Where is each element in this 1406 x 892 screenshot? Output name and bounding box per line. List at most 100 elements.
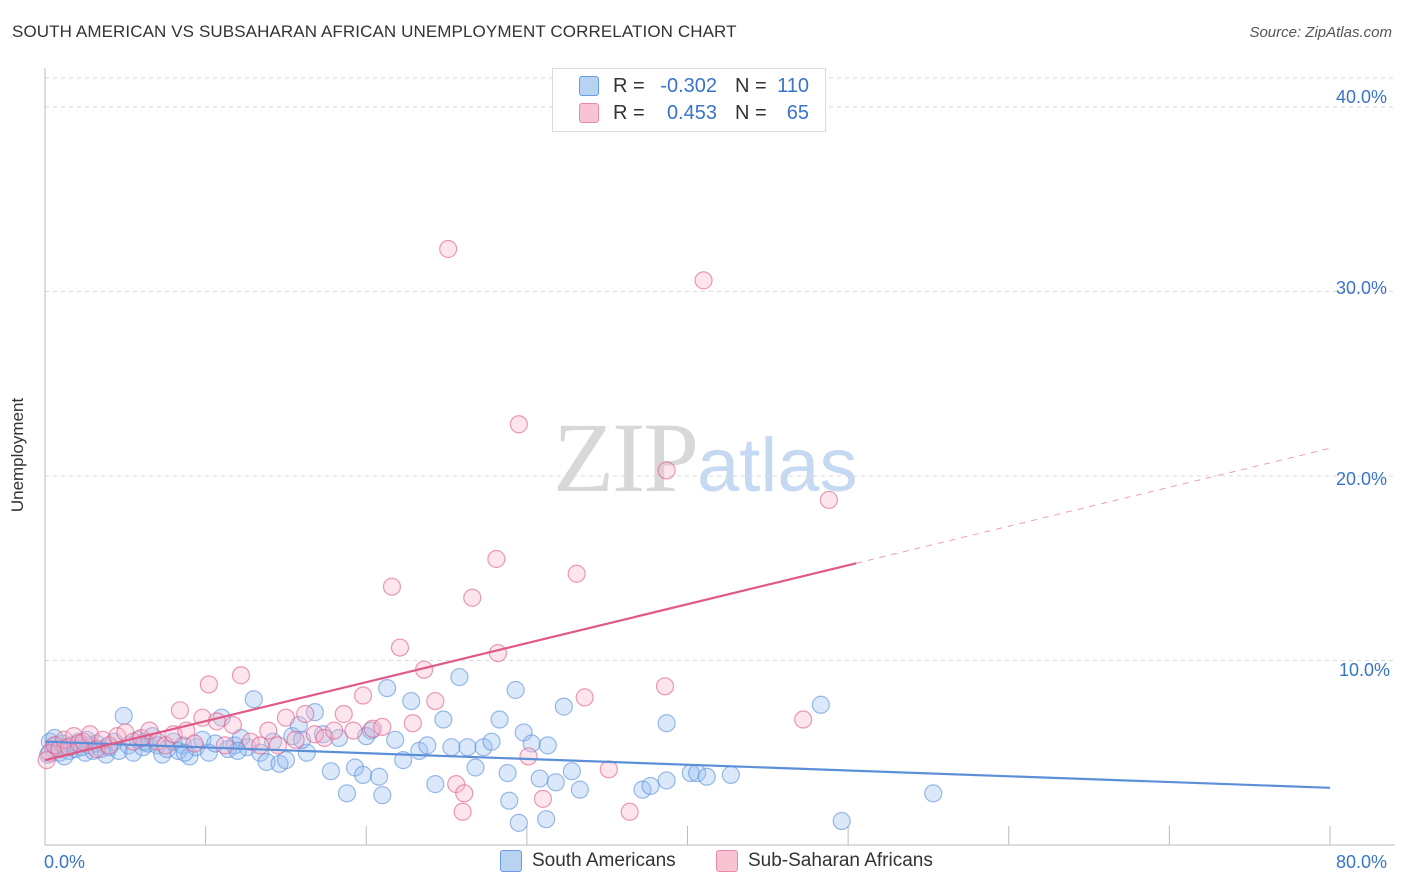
south-americans-point-98 — [832, 811, 851, 831]
legend-n-label: N = — [735, 74, 767, 97]
legend-r-value: -0.302 — [660, 74, 717, 97]
sub-saharan-africans-point-20 — [170, 701, 190, 720]
sub-saharan-africans-point-26 — [215, 736, 234, 755]
sub-saharan-africans-point-29 — [241, 732, 260, 751]
south-americans-point-20 — [114, 706, 133, 725]
south-americans-point-83 — [554, 697, 573, 716]
sub-saharan-africans-point-60 — [599, 760, 618, 779]
sub-saharan-africans-point-38 — [325, 721, 344, 740]
bottom-legend-sub-saharan-africans: Sub-Saharan Africans — [716, 850, 933, 872]
sub-saharan-africans-point-39 — [334, 704, 353, 724]
south-americans-point-48 — [276, 751, 296, 770]
south-americans-point-105 — [175, 743, 194, 762]
sub-saharan-africans-point-36 — [305, 725, 324, 744]
y-tick-label-20: 20.0% — [1336, 469, 1388, 489]
south-americans-point-54 — [321, 762, 341, 781]
sub-saharan-africans-point-59 — [575, 688, 594, 707]
sub-saharan-africans-point-41 — [353, 686, 373, 705]
sub-saharan-africans-point-37 — [315, 728, 334, 748]
sub-saharan-africans-point-28 — [231, 666, 251, 685]
sub-saharan-africans-point-35 — [296, 704, 315, 724]
sub-saharan-africans-point-56 — [519, 747, 538, 766]
sub-saharan-africans-point-24 — [199, 675, 218, 694]
sub-saharan-africans-point-45 — [390, 638, 410, 657]
legend-n-value: 65 — [786, 101, 809, 124]
south-americans-point-68 — [434, 710, 453, 729]
south-americans-point-75 — [490, 710, 509, 729]
sub-saharan-africans-point-25 — [207, 712, 226, 731]
legend-r-label: R = — [613, 74, 645, 97]
sub-saharan-africans-point-43 — [373, 717, 392, 737]
legend-row-south-americans: R = -0.302 N = 110 — [579, 73, 809, 99]
south-americans-point-84 — [562, 762, 581, 781]
sub-saharan-africans-point-22 — [185, 734, 204, 753]
south-americans-point-43 — [244, 690, 263, 709]
south-americans-point-95 — [697, 767, 716, 786]
south-americans-point-70 — [450, 667, 469, 687]
sub-saharan-africans-point-62 — [655, 677, 675, 696]
sub-saharan-africans-trendline — [44, 562, 857, 762]
legend-swatch-pink — [579, 103, 599, 123]
sub-saharan-africans-point-55 — [509, 415, 528, 434]
sub-saharan-africans-point-52 — [463, 588, 482, 607]
sub-saharan-africans-point-31 — [259, 721, 278, 740]
south-americans-point-109 — [373, 786, 392, 805]
x-tick-label-min: 0.0% — [44, 852, 86, 872]
south-americans-point-90 — [641, 776, 660, 796]
y-tick-label-40: 40.0% — [1336, 87, 1388, 107]
south-americans-point-56 — [337, 784, 357, 803]
south-americans-point-61 — [378, 679, 397, 698]
south-americans-point-96 — [721, 765, 740, 784]
south-americans-trendline — [44, 740, 1331, 789]
sub-saharan-africans-point-51 — [455, 784, 474, 803]
sub-saharan-africans-point-54 — [488, 643, 508, 663]
south-americans-point-80 — [530, 769, 549, 788]
legend-n-label: N = — [735, 101, 767, 124]
south-americans-point-92 — [657, 714, 676, 733]
bottom-legend-label: South Americans — [532, 850, 676, 871]
legend-r-value: 0.453 — [666, 101, 717, 124]
sub-saharan-africans-point-61 — [620, 802, 639, 821]
sub-saharan-africans-point-46 — [403, 714, 422, 733]
correlation-legend: R = -0.302 N = 110 R = 0.453 N = 65 — [552, 68, 826, 132]
south-americans-point-66 — [418, 736, 437, 755]
chart-title: SOUTH AMERICAN VS SUBSAHARAN AFRICAN UNE… — [12, 22, 737, 41]
south-americans-point-87 — [509, 813, 528, 832]
sub-saharan-africans-point-44 — [382, 577, 402, 596]
south-americans-point-76 — [498, 763, 517, 783]
sub-saharan-africans-point-65 — [794, 710, 813, 729]
legend-n-value: 110 — [777, 74, 809, 97]
legend-r-label: R = — [613, 101, 645, 124]
sub-saharan-africans-point-40 — [344, 721, 363, 740]
sub-saharan-africans-point-27 — [223, 715, 243, 735]
y-tick-label-10: 10.0% — [1339, 660, 1391, 680]
south-americans-point-69 — [442, 738, 461, 757]
bottom-legend-swatch-pink — [716, 850, 738, 872]
south-americans-point-91 — [657, 771, 676, 790]
sub-saharan-africans-point-64 — [694, 271, 713, 290]
south-americans-point-71 — [458, 738, 477, 757]
legend-row-sub-saharan-africans: R = 0.453 N = 65 — [579, 100, 809, 126]
sub-saharan-africans-point-34 — [286, 730, 305, 749]
sub-saharan-africans-point-57 — [533, 789, 553, 808]
watermark-atlas: atlas — [697, 423, 858, 508]
watermark: ZIPatlas — [553, 400, 858, 515]
sub-saharan-africans-point-33 — [276, 708, 296, 727]
sub-saharan-africans-point-49 — [439, 239, 458, 259]
sub-saharan-africans-point-48 — [426, 691, 445, 711]
sub-saharan-africans-point-53 — [487, 549, 506, 569]
sub-saharan-africans-point-66 — [819, 490, 838, 510]
sub-saharan-africans-point-58 — [567, 564, 586, 583]
south-americans-point-81 — [538, 736, 557, 755]
sub-saharan-africans-point-63 — [657, 461, 676, 480]
south-americans-point-62 — [386, 730, 405, 749]
south-americans-point-99 — [924, 784, 943, 803]
south-americans-point-60 — [370, 767, 389, 786]
bottom-legend-label: Sub-Saharan Africans — [748, 850, 933, 871]
south-americans-point-88 — [537, 810, 556, 829]
south-americans-point-63 — [394, 751, 413, 770]
bottom-legend-south-americans: South Americans — [500, 850, 676, 872]
y-tick-label-30: 30.0% — [1336, 278, 1388, 298]
sub-saharan-africans-trendline-extension — [856, 447, 1331, 564]
south-americans-point-82 — [546, 773, 565, 792]
